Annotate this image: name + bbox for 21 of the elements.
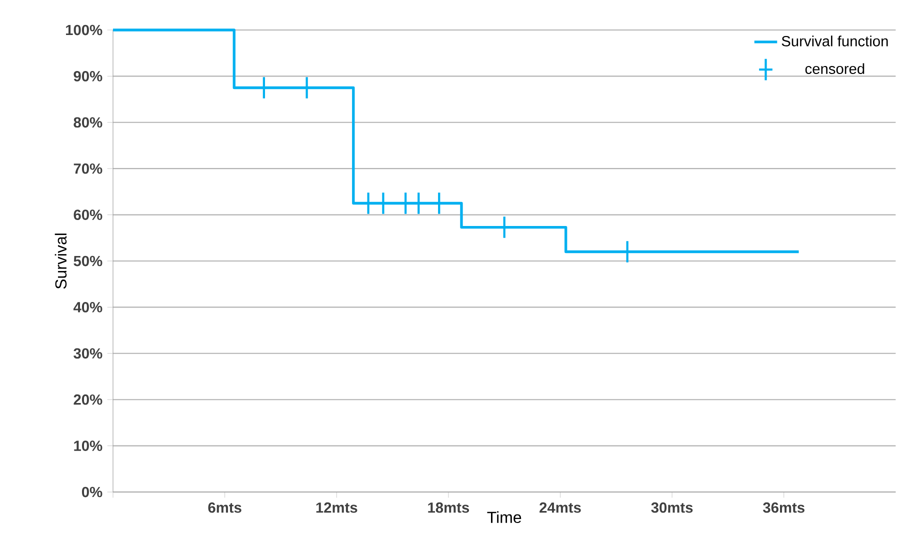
x-tick-label: 30mts	[651, 502, 693, 513]
legend-label: Survival function	[782, 36, 888, 46]
y-tick-label: 50%	[74, 256, 102, 266]
y-tick-label: 90%	[74, 71, 102, 82]
x-tick-label: 18mts	[428, 502, 470, 513]
x-tick-label: 24mts	[540, 502, 581, 513]
x-tick-label: 6mts	[208, 502, 242, 513]
y-tick-label: 70%	[74, 163, 102, 174]
y-axis-title: Survival	[54, 234, 67, 289]
y-tick-label: 40%	[73, 302, 102, 312]
y-tick-label: 0%	[82, 486, 102, 498]
y-tick-label: 60%	[74, 210, 102, 220]
x-tick-label: 36mts	[763, 502, 804, 513]
y-tick-label: 30%	[74, 348, 102, 359]
legend-label: censored	[805, 63, 864, 74]
x-axis-title: Time	[487, 511, 522, 524]
x-tick-label: 12mts	[316, 502, 358, 513]
y-tick-label: 10%	[74, 440, 102, 451]
y-tick-label: 100%	[66, 24, 102, 36]
y-tick-label: 20%	[74, 394, 102, 405]
y-tick-label: 80%	[74, 117, 102, 128]
